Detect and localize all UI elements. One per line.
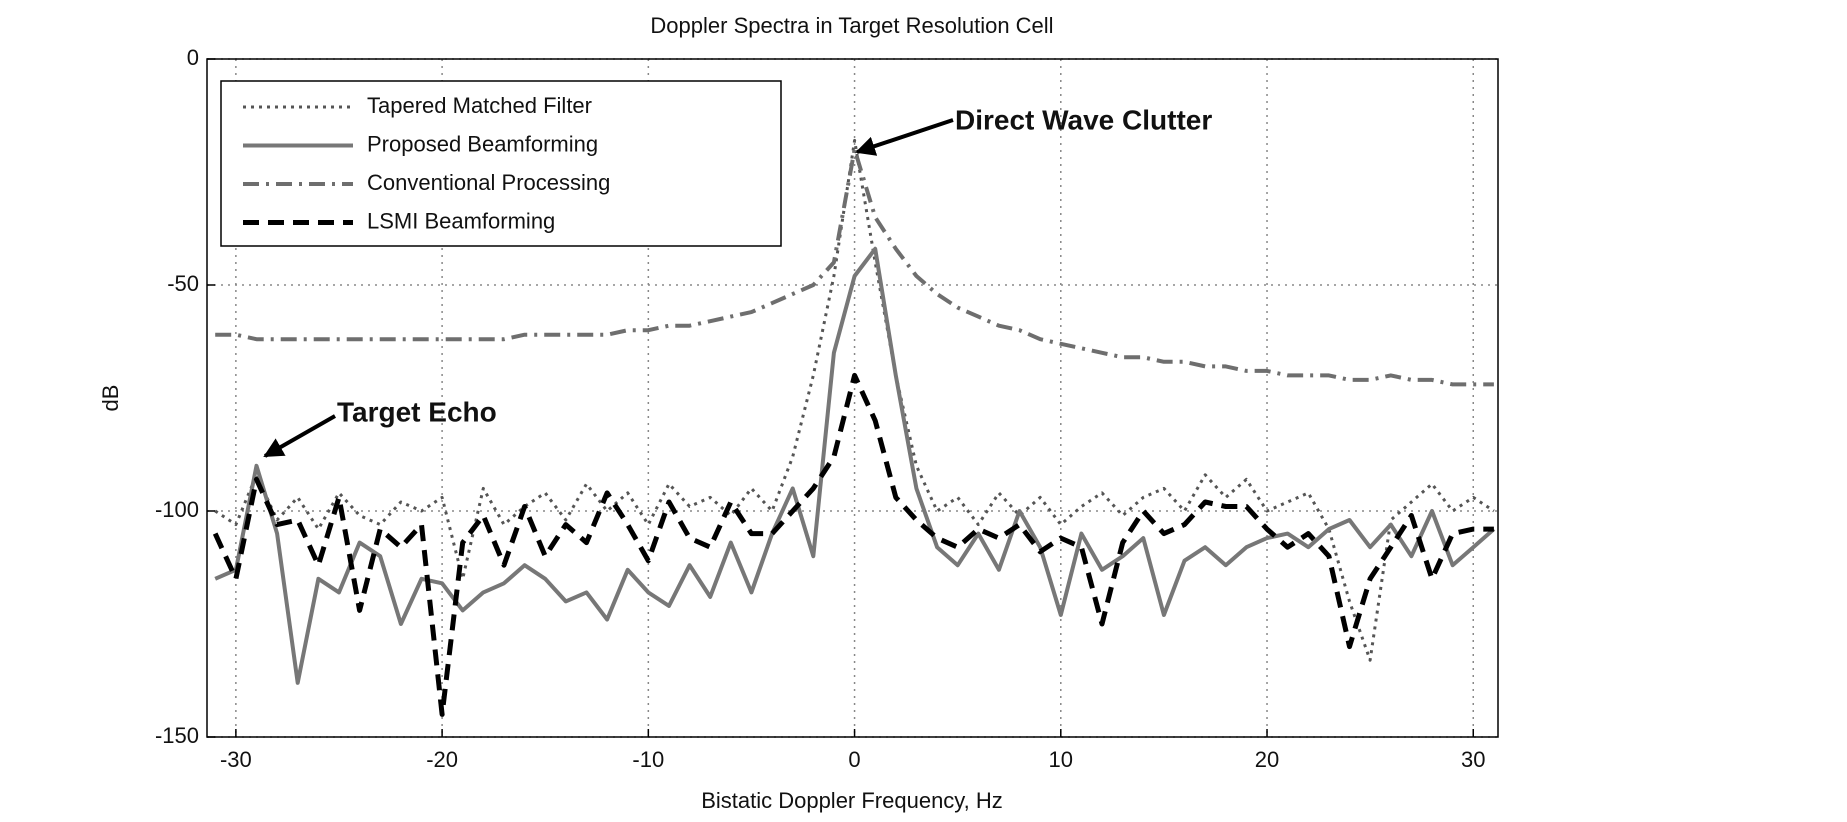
plot-frame [206, 58, 1499, 738]
legend-label: Proposed Beamforming [367, 131, 598, 156]
x-tick-label: 0 [848, 747, 860, 772]
y-tick-label: -100 [155, 497, 199, 522]
y-tick-label: -50 [167, 271, 199, 296]
legend-label: LSMI Beamforming [367, 208, 555, 233]
x-tick-label: 20 [1255, 747, 1279, 772]
y-tick-label: -150 [155, 723, 199, 748]
series-line [214, 138, 1495, 662]
annotation: Target Echo [337, 396, 497, 427]
x-tick-label: 10 [1049, 747, 1073, 772]
y-tick-label: 0 [187, 45, 199, 70]
x-tick-label: -30 [220, 747, 252, 772]
annotation: Direct Wave Clutter [955, 104, 1212, 135]
legend-label: Tapered Matched Filter [367, 93, 592, 118]
x-axis-label: Bistatic Doppler Frequency, Hz [701, 788, 1003, 813]
x-tick-label: -20 [426, 747, 458, 772]
series-line [212, 372, 1494, 717]
annotation-arrow [263, 414, 336, 458]
series-line [215, 147, 1494, 387]
x-tick-label: -10 [632, 747, 664, 772]
annotation-arrow [855, 118, 954, 156]
x-tick-label: 30 [1461, 747, 1485, 772]
legend-box [220, 80, 782, 247]
chart-title: Doppler Spectra in Target Resolution Cel… [650, 13, 1053, 38]
legend-label: Conventional Processing [367, 170, 610, 195]
y-axis-label: dB [98, 385, 123, 412]
